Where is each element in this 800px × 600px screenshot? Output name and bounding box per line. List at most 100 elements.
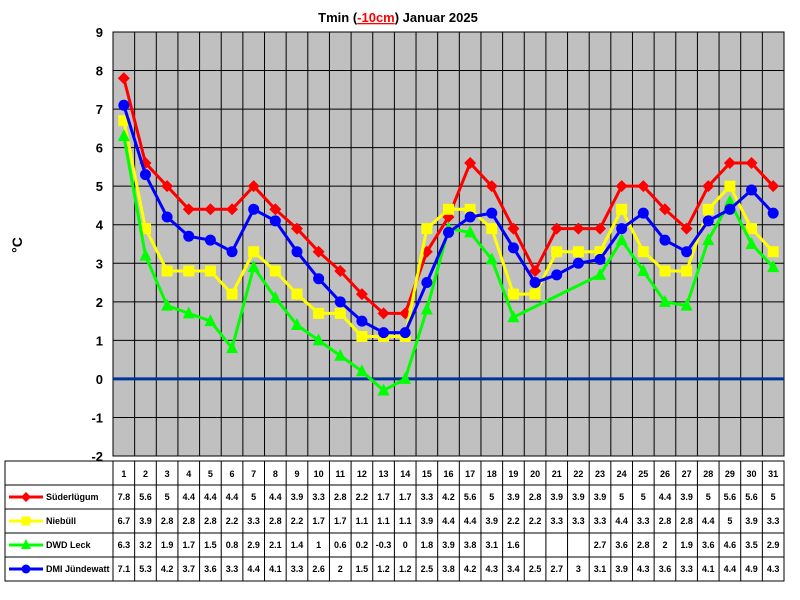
x-tick-label: 17	[465, 469, 475, 479]
data-point-dmi-j-ndewatt	[659, 234, 671, 246]
data-point-nieb-ll	[767, 246, 779, 258]
data-point-nieb-ll	[118, 115, 130, 127]
data-label-s-derl-gum: 3.3	[312, 492, 325, 502]
data-point-dwd-leck	[680, 298, 693, 311]
data-point-dwd-leck	[702, 233, 715, 246]
data-label-dwd-leck: 2.1	[269, 540, 282, 550]
data-point-dmi-j-ndewatt	[529, 277, 541, 289]
data-label-nieb-ll: 3.9	[486, 516, 499, 526]
data-label-s-derl-gum: 3.9	[291, 492, 304, 502]
data-label-nieb-ll: 4.4	[442, 516, 455, 526]
legend-key-marker-dwd-leck	[21, 539, 31, 549]
x-tick-label: 21	[552, 469, 562, 479]
data-point-dwd-leck	[290, 317, 303, 330]
data-point-nieb-ll	[594, 246, 606, 258]
data-point-s-derl-gum	[269, 203, 282, 216]
data-point-dmi-j-ndewatt	[637, 207, 649, 219]
data-label-s-derl-gum: 5	[641, 492, 646, 502]
data-label-dwd-leck: 2.9	[247, 540, 260, 550]
data-label-dmi-j-ndewatt: 4.9	[745, 564, 758, 574]
data-point-nieb-ll	[161, 265, 173, 277]
data-label-nieb-ll: 3.9	[421, 516, 434, 526]
data-label-dwd-leck: 3.6	[702, 540, 715, 550]
data-point-s-derl-gum	[355, 288, 368, 301]
data-point-s-derl-gum	[658, 203, 671, 216]
data-label-dwd-leck: 0.6	[334, 540, 347, 550]
data-label-dwd-leck: 1.8	[421, 540, 434, 550]
data-label-dwd-leck: 1.6	[507, 540, 520, 550]
data-label-dmi-j-ndewatt: 4.1	[702, 564, 715, 574]
data-point-dmi-j-ndewatt	[183, 230, 195, 242]
y-tick-label: 0	[96, 372, 103, 387]
data-point-nieb-ll	[226, 288, 238, 300]
data-label-dwd-leck: 2	[662, 540, 667, 550]
x-tick-label: 26	[660, 469, 670, 479]
data-label-s-derl-gum: 2.8	[334, 492, 347, 502]
data-point-nieb-ll	[724, 180, 736, 192]
data-label-dwd-leck: 2.7	[594, 540, 607, 550]
data-label-dmi-j-ndewatt: 4.3	[767, 564, 780, 574]
data-label-dwd-leck: -0.3	[376, 540, 392, 550]
data-point-s-derl-gum	[594, 222, 607, 235]
data-label-s-derl-gum: 2.8	[529, 492, 542, 502]
y-tick-label: -2	[91, 449, 103, 464]
data-label-dmi-j-ndewatt: 4.2	[161, 564, 174, 574]
x-tick-label: 24	[617, 469, 627, 479]
data-point-nieb-ll	[248, 246, 260, 258]
x-tick-label: 15	[422, 469, 432, 479]
data-point-s-derl-gum	[290, 222, 303, 235]
data-point-dwd-leck	[723, 194, 736, 207]
data-point-nieb-ll	[507, 288, 519, 300]
data-point-nieb-ll	[529, 288, 541, 300]
data-point-dmi-j-ndewatt	[226, 246, 238, 258]
data-label-nieb-ll: 2.8	[183, 516, 196, 526]
data-label-dmi-j-ndewatt: 2.6	[312, 564, 325, 574]
legend-label-s-derl-gum: Süderlügum	[46, 492, 99, 502]
data-point-dmi-j-ndewatt	[421, 277, 433, 289]
data-point-s-derl-gum	[204, 203, 217, 216]
x-tick-label: 9	[294, 469, 299, 479]
data-point-dwd-leck	[334, 348, 347, 361]
data-point-dmi-j-ndewatt	[139, 169, 151, 181]
data-label-dmi-j-ndewatt: 3.4	[507, 564, 520, 574]
data-label-dwd-leck: 0	[403, 540, 408, 550]
data-point-dmi-j-ndewatt	[378, 327, 390, 339]
data-label-nieb-ll: 3.3	[767, 516, 780, 526]
data-point-nieb-ll	[551, 246, 563, 258]
data-label-dmi-j-ndewatt: 1.2	[377, 564, 390, 574]
data-label-dmi-j-ndewatt: 3.3	[680, 564, 693, 574]
chart-title-prefix: Tmin (	[318, 10, 358, 25]
x-tick-label: 28	[703, 469, 713, 479]
data-point-dmi-j-ndewatt	[551, 269, 563, 281]
data-label-s-derl-gum: 4.4	[659, 492, 672, 502]
data-label-nieb-ll: 3.9	[745, 516, 758, 526]
plot-area: 9 8 7 6 5 4 3 2 1 0 -1 -2	[91, 25, 785, 464]
data-label-dmi-j-ndewatt: 5.3	[139, 564, 152, 574]
data-point-dwd-leck	[377, 383, 390, 396]
data-point-nieb-ll	[291, 288, 303, 300]
data-label-s-derl-gum: 5	[489, 492, 494, 502]
legend-label-dmi-j-ndewatt: DMI Jündewatt	[46, 564, 110, 574]
data-point-dmi-j-ndewatt	[746, 184, 758, 196]
data-label-s-derl-gum: 5.6	[724, 492, 737, 502]
data-label-s-derl-gum: 4.4	[183, 492, 196, 502]
data-point-s-derl-gum	[507, 222, 520, 235]
data-point-nieb-ll	[702, 203, 714, 215]
y-tick-label: -1	[91, 410, 103, 425]
data-point-s-derl-gum	[464, 157, 477, 170]
data-table: 1 2 3 4 5 6 7 8 9 10 11 12 13 14 15 16 17 18 19 20 21 22 23 24 2…	[4, 460, 785, 582]
data-label-nieb-ll: 3.3	[572, 516, 585, 526]
data-point-dmi-j-ndewatt	[269, 215, 281, 227]
data-point-dwd-leck	[399, 371, 412, 384]
data-point-s-derl-gum	[226, 203, 239, 216]
x-tick-label: 25	[638, 469, 648, 479]
data-point-dmi-j-ndewatt	[572, 257, 584, 269]
x-tick-label: 31	[768, 469, 778, 479]
data-label-s-derl-gum: 3.9	[507, 492, 520, 502]
data-point-dwd-leck	[594, 267, 607, 280]
data-label-nieb-ll: 2.2	[529, 516, 542, 526]
data-label-nieb-ll: 1.1	[377, 516, 390, 526]
data-label-dmi-j-ndewatt: 2.5	[421, 564, 434, 574]
data-point-dmi-j-ndewatt	[313, 273, 325, 285]
